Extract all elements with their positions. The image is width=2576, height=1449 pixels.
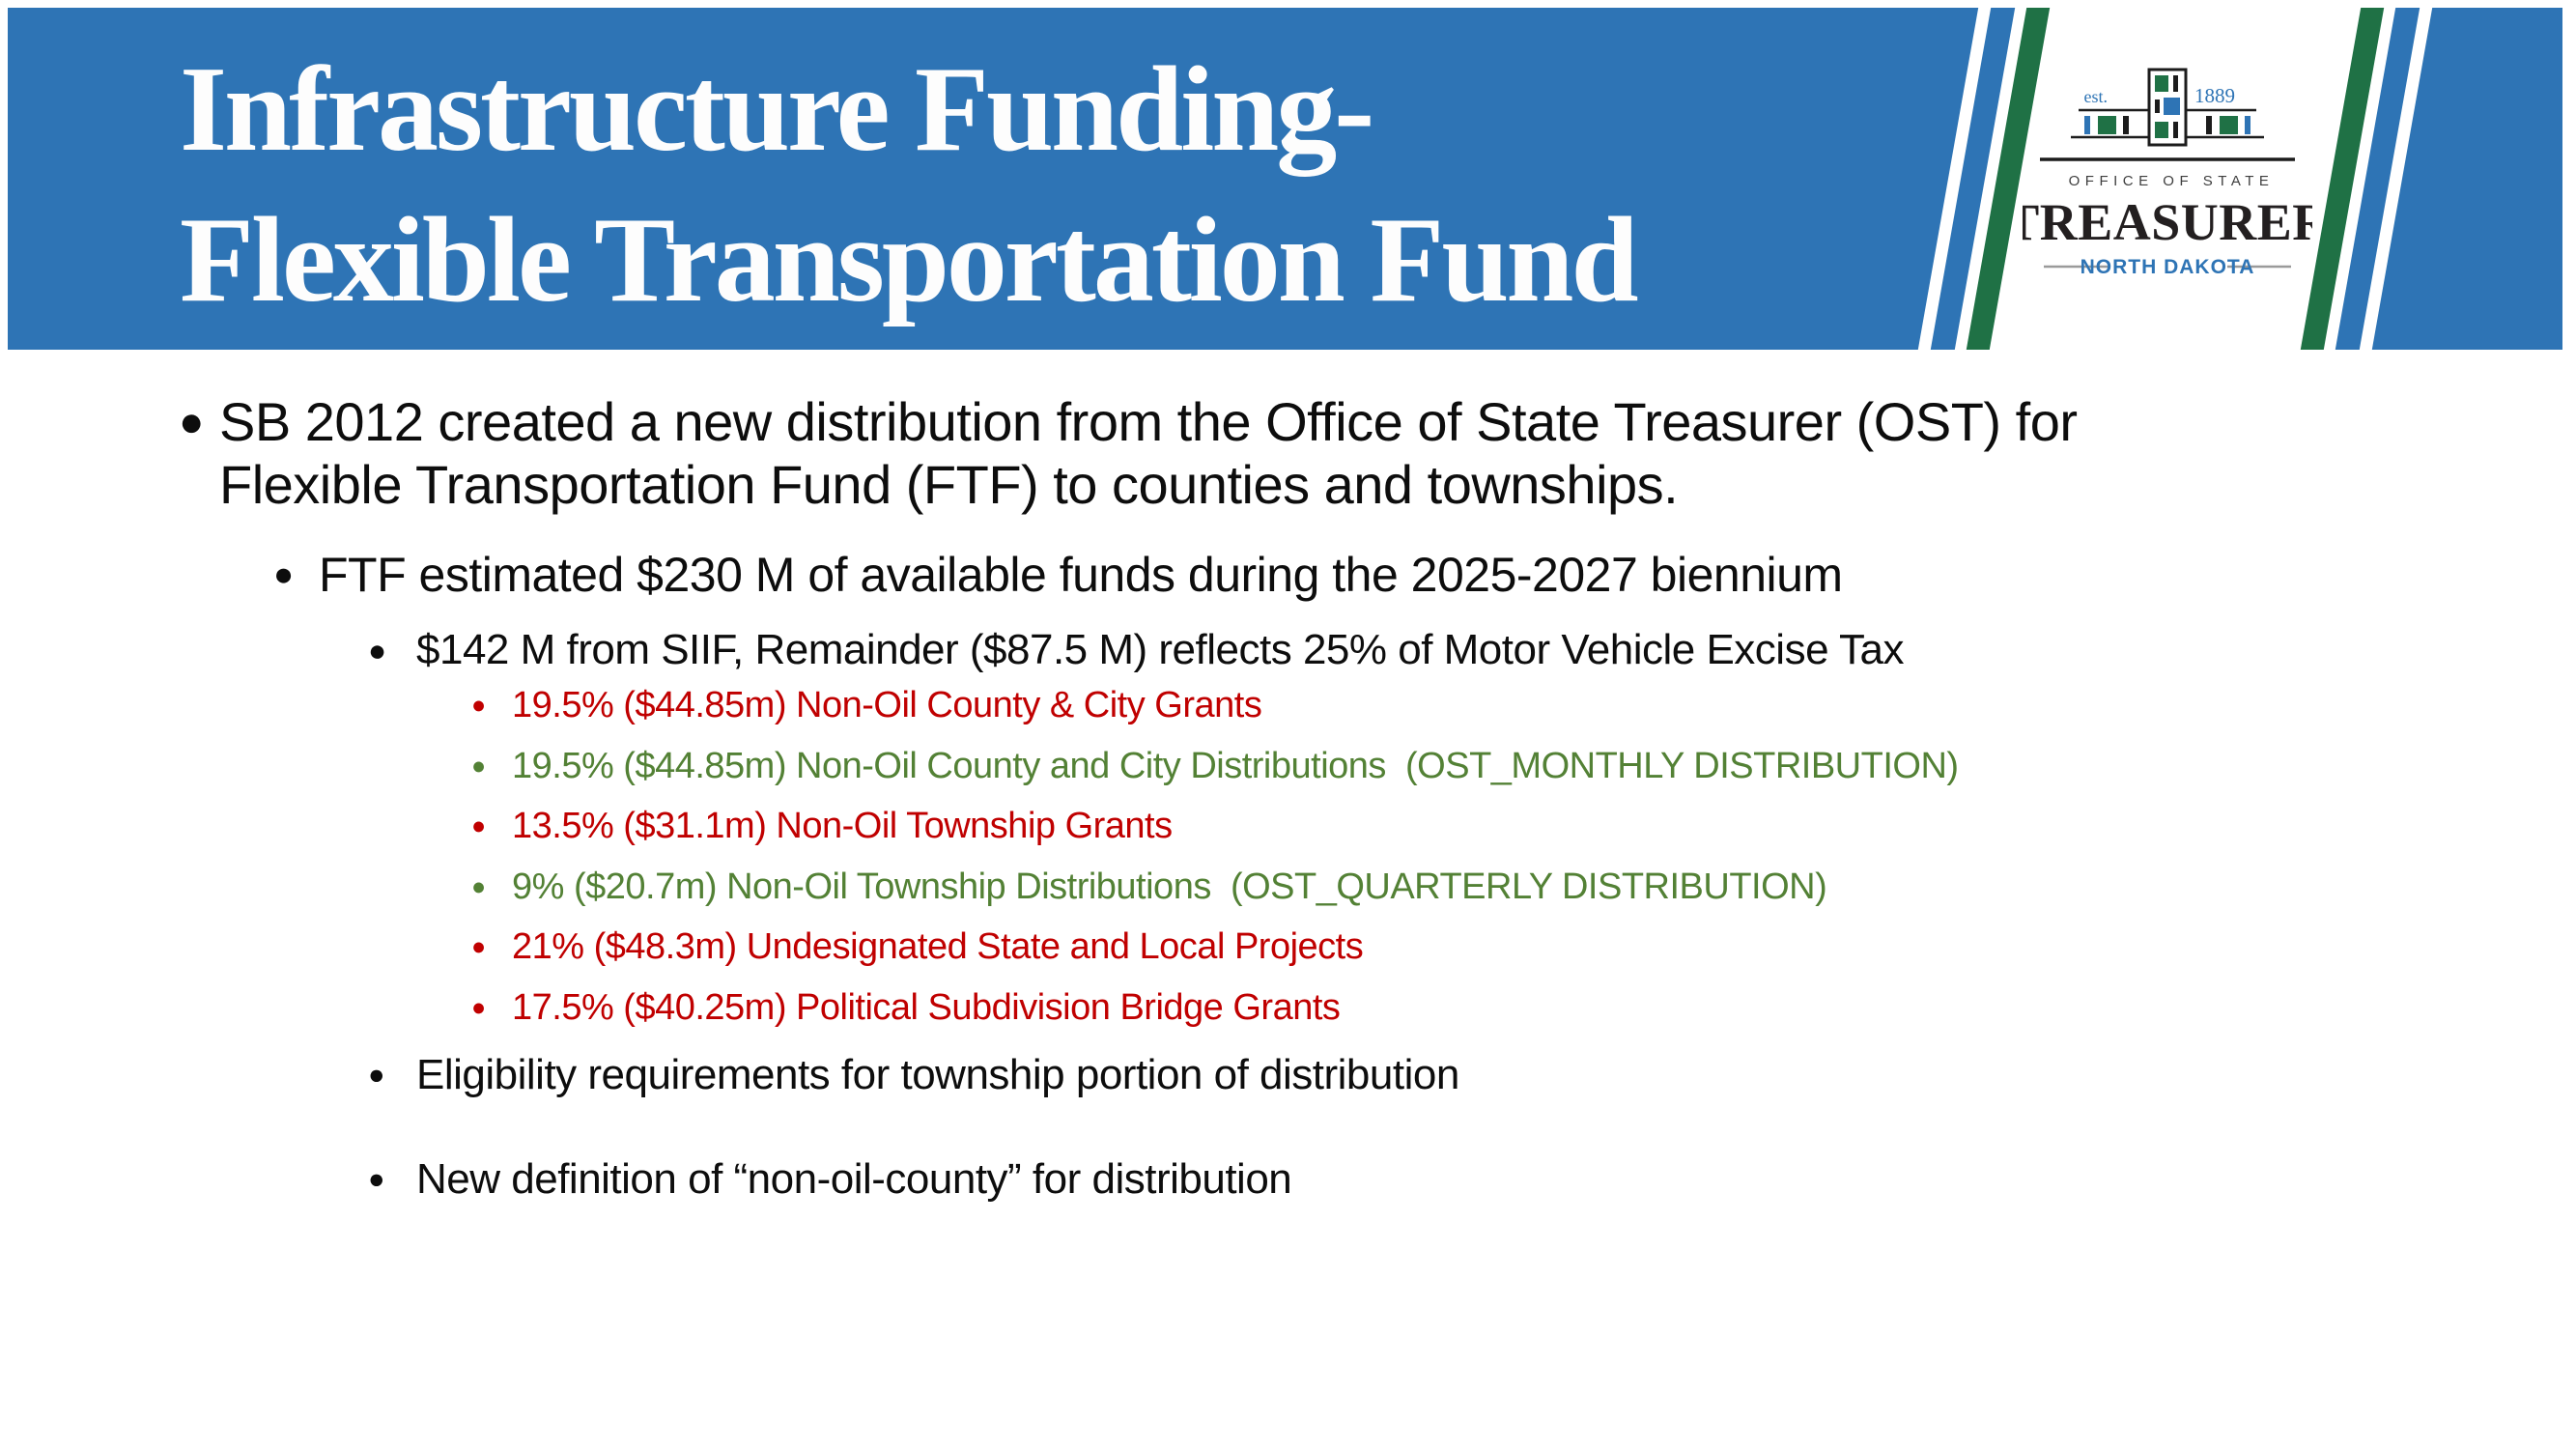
allocation-item: ● 13.5% ($31.1m) Non-Oil Township Grants (471, 805, 1173, 847)
bullet-ftf-estimate: ● FTF estimated $230 M of available fund… (273, 549, 1843, 601)
logo-office-line: OFFICE OF STATE (2069, 173, 2275, 189)
bullet-eligibility: ● Eligibility requirements for township … (368, 1051, 1459, 1099)
allocation-item: ● 19.5% ($44.85m) Non-Oil County and Cit… (471, 745, 1959, 787)
slide-title-line-1: Infrastructure Funding- (180, 43, 1374, 177)
bullet-dot: ● (368, 633, 386, 668)
bullet-sb2012-text: SB 2012 created a new distribution from … (219, 390, 2078, 516)
allocation-item: ● 9% ($20.7m) Non-Oil Township Distribut… (471, 866, 1827, 908)
slide-title-line-2: Flexible Transportation Fund (180, 193, 1639, 327)
bullet-dot: ● (179, 398, 204, 445)
bullet-sb2012: ● SB 2012 created a new distribution fro… (179, 390, 2078, 516)
allocation-item: ● 17.5% ($40.25m) Political Subdivision … (471, 986, 1341, 1029)
bullet-dot: ● (471, 753, 486, 780)
allocation-item: ● 19.5% ($44.85m) Non-Oil County & City … (471, 684, 1262, 726)
logo-est-text: est. (2084, 87, 2109, 106)
treasurer-logo: est. 1889 OFFICE OF STATE TREASURER NORT… (2023, 68, 2312, 299)
bullet-dot: ● (471, 994, 486, 1021)
bullet-dot: ● (273, 555, 294, 593)
bullet-dot: ● (368, 1164, 385, 1195)
allocation-item-text: 13.5% ($31.1m) Non-Oil Township Grants (512, 806, 1173, 846)
logo-treasurer-text: TREASURER (2023, 193, 2312, 251)
allocation-item-text: 21% ($48.3m) Undesignated State and Loca… (512, 926, 1364, 967)
bullet-dot: ● (471, 812, 486, 839)
allocation-item: ● 21% ($48.3m) Undesignated State and Lo… (471, 925, 1364, 968)
logo-year-text: 1889 (2194, 84, 2235, 107)
bullet-new-definition: ● New definition of “non-oil-county” for… (368, 1155, 1292, 1204)
slide-title: Infrastructure Funding- Flexible Transpo… (180, 35, 1639, 336)
bullet-siif-remainder-text: $142 M from SIIF, Remainder ($87.5 M) re… (416, 626, 1904, 673)
bullet-sb2012-line1: SB 2012 created a new distribution from … (219, 391, 2078, 452)
bullet-eligibility-text: Eligibility requirements for township po… (416, 1051, 1459, 1098)
allocation-item-text: 19.5% ($44.85m) Non-Oil County & City Gr… (512, 685, 1262, 725)
logo-state-line: NORTH DAKOTA (2081, 256, 2255, 278)
bullet-dot: ● (471, 933, 486, 960)
bullet-dot: ● (368, 1060, 385, 1091)
allocation-item-text: 9% ($20.7m) Non-Oil Township Distributio… (512, 867, 1827, 907)
title-banner: Infrastructure Funding- Flexible Transpo… (8, 8, 2562, 350)
bullet-dot: ● (471, 873, 486, 900)
bullet-dot: ● (471, 692, 486, 719)
bullet-sb2012-line2: Flexible Transportation Fund (FTF) to co… (219, 454, 1679, 515)
allocation-item-text: 19.5% ($44.85m) Non-Oil County and City … (512, 746, 1959, 786)
bullet-siif-remainder: ● $142 M from SIIF, Remainder ($87.5 M) … (368, 626, 1904, 674)
capitol-building-icon: est. 1889 OFFICE OF STATE TREASURER NORT… (2023, 68, 2312, 278)
allocation-item-text: 17.5% ($40.25m) Political Subdivision Br… (512, 987, 1341, 1028)
bullet-ftf-estimate-text: FTF estimated $230 M of available funds … (319, 548, 1843, 602)
bullet-new-definition-text: New definition of “non-oil-county” for d… (416, 1155, 1292, 1203)
